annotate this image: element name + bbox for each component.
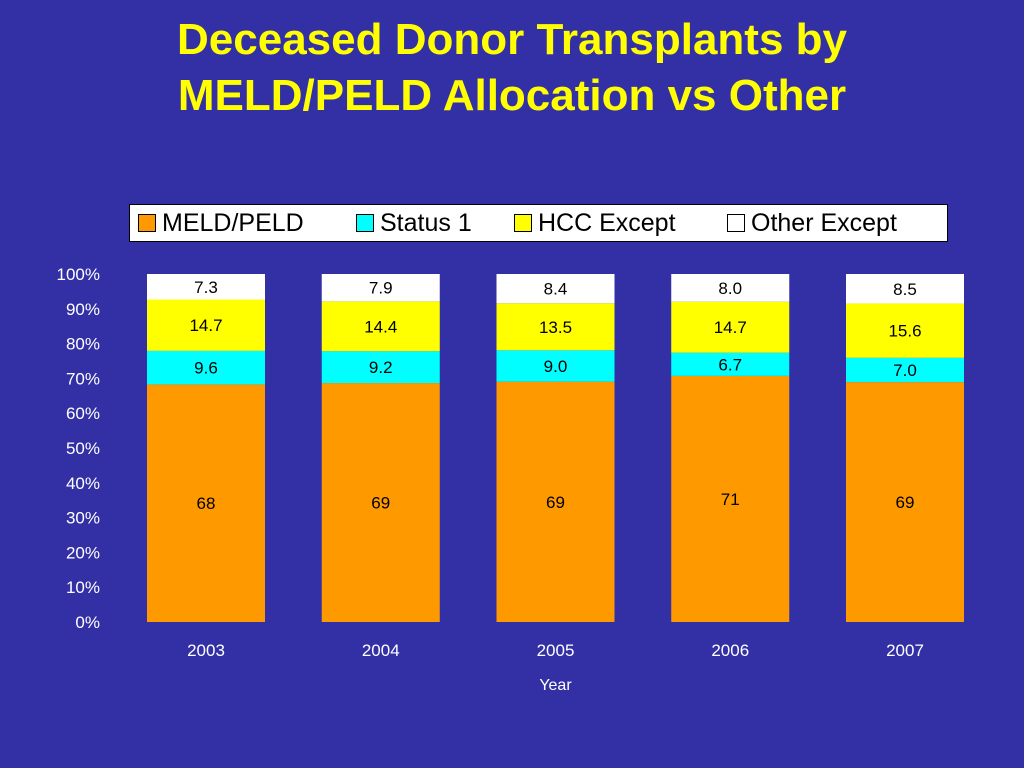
x-tick-label: 2004 xyxy=(362,641,400,660)
data-label: 8.4 xyxy=(544,280,568,299)
legend-swatch-meld-peld xyxy=(138,214,156,232)
y-tick-label: 40% xyxy=(66,474,100,493)
data-label: 9.0 xyxy=(544,357,568,376)
legend-item-status-1: Status 1 xyxy=(356,205,472,241)
legend-item-meld-peld: MELD/PELD xyxy=(138,205,304,241)
legend-swatch-hcc-except xyxy=(514,214,532,232)
y-tick-label: 80% xyxy=(66,335,100,354)
y-tick-label: 90% xyxy=(66,300,100,319)
legend-label-meld-peld: MELD/PELD xyxy=(162,208,304,237)
bar-segment-other-except-2007 xyxy=(846,274,964,304)
legend-label-status-1: Status 1 xyxy=(380,208,472,237)
bar-segment-status-1-2003 xyxy=(147,350,265,385)
data-label: 71 xyxy=(721,490,740,509)
data-label: 14.4 xyxy=(364,317,397,336)
y-tick-label: 20% xyxy=(66,543,100,562)
legend-label-hcc-except: HCC Except xyxy=(538,208,676,237)
chart-title-line-1: Deceased Donor Transplants by xyxy=(177,15,847,64)
y-tick-label: 100% xyxy=(57,265,100,284)
bar-segment-status-1-2004 xyxy=(321,351,440,384)
data-label: 69 xyxy=(546,493,565,512)
data-label: 9.6 xyxy=(194,359,218,378)
data-label: 14.7 xyxy=(189,316,222,335)
x-tick-label: 2007 xyxy=(886,641,924,660)
y-tick-label: 10% xyxy=(66,578,100,597)
bar-segment-status-1-2005 xyxy=(496,350,615,382)
x-tick-label: 2006 xyxy=(711,641,749,660)
bar-segment-other-except-2004 xyxy=(321,274,440,302)
bar-segment-status-1-2006 xyxy=(671,352,790,376)
legend-swatch-status-1 xyxy=(356,214,374,232)
legend-item-hcc-except: HCC Except xyxy=(514,205,676,241)
data-label: 7.9 xyxy=(369,279,393,298)
data-label: 8.5 xyxy=(893,280,917,299)
data-label: 7.0 xyxy=(893,361,917,380)
bar-segment-meld-peld-2004 xyxy=(321,383,440,622)
bar-segment-meld-peld-2003 xyxy=(147,384,265,622)
data-label: 69 xyxy=(896,493,915,512)
bar-segment-hcc-except-2005 xyxy=(496,303,615,351)
bar-segment-hcc-except-2004 xyxy=(321,301,440,352)
x-tick-label: 2003 xyxy=(187,641,225,660)
legend-swatch-other-except xyxy=(727,214,745,232)
bar-segment-hcc-except-2007 xyxy=(846,303,964,358)
x-axis-title: Year xyxy=(539,677,572,694)
y-tick-label: 70% xyxy=(66,369,100,388)
data-label: 68 xyxy=(197,494,216,513)
chart-legend: MELD/PELD Status 1 HCC Except Other Exce… xyxy=(129,204,948,242)
y-tick-label: 50% xyxy=(66,439,100,458)
y-tick-label: 0% xyxy=(75,613,100,632)
y-tick-label: 30% xyxy=(66,509,100,528)
bar-segment-other-except-2003 xyxy=(147,274,265,300)
chart-title-line-2: MELD/PELD Allocation vs Other xyxy=(177,71,847,120)
legend-label-other-except: Other Except xyxy=(751,208,897,237)
bar-segment-other-except-2006 xyxy=(671,274,790,302)
data-label: 14.7 xyxy=(714,318,747,337)
bar-segment-hcc-except-2003 xyxy=(147,299,265,351)
data-label: 69 xyxy=(371,494,390,513)
bar-segment-meld-peld-2006 xyxy=(671,375,790,622)
data-label: 6.7 xyxy=(718,355,742,374)
bar-segment-status-1-2007 xyxy=(846,357,964,383)
data-label: 13.5 xyxy=(539,318,572,337)
data-label: 9.2 xyxy=(369,358,393,377)
data-label: 8.0 xyxy=(718,279,742,298)
bar-segment-meld-peld-2007 xyxy=(846,382,964,622)
legend-item-other-except: Other Except xyxy=(727,205,897,241)
bar-segment-other-except-2005 xyxy=(496,274,615,304)
data-label: 7.3 xyxy=(194,278,218,297)
bar-segment-meld-peld-2005 xyxy=(496,381,615,622)
data-label: 15.6 xyxy=(888,322,921,341)
x-tick-label: 2005 xyxy=(537,641,575,660)
y-tick-label: 60% xyxy=(66,404,100,423)
bar-segment-hcc-except-2006 xyxy=(671,301,790,353)
